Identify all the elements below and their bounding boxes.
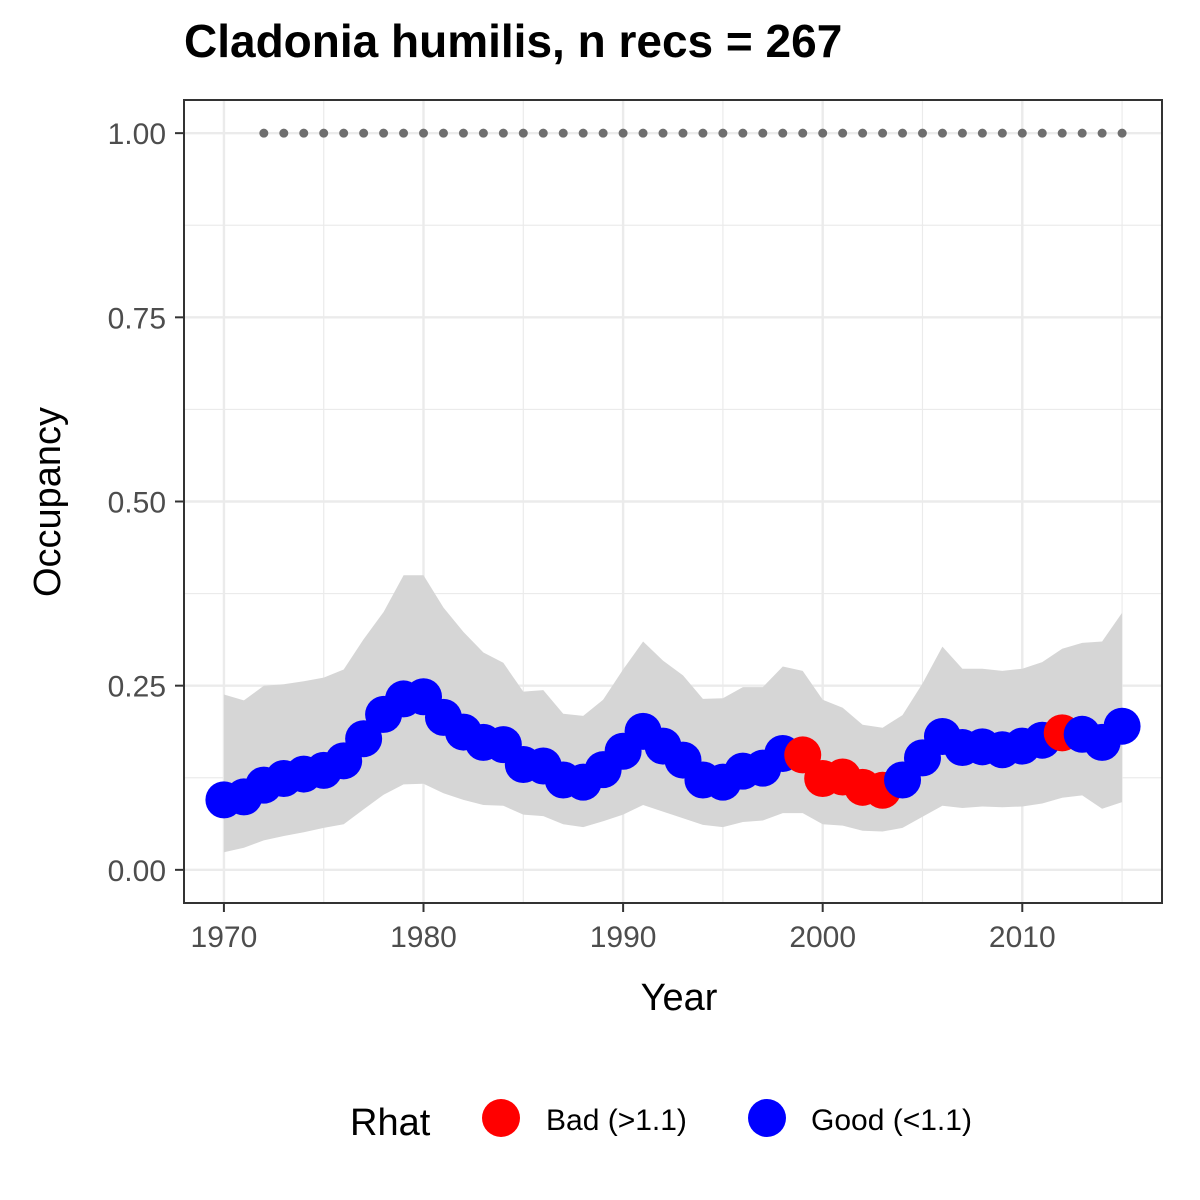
record-year-dot — [1037, 128, 1047, 138]
record-year-dot — [878, 128, 888, 138]
legend: Rhat Bad (>1.1) Good (<1.1) — [350, 1099, 972, 1144]
legend-label-good: Good (<1.1) — [811, 1104, 972, 1137]
x-tick-label: 1980 — [390, 921, 457, 954]
x-tick-label: 1970 — [191, 921, 258, 954]
y-tick-label: 0.25 — [108, 671, 166, 704]
record-year-dot — [678, 128, 688, 138]
occupancy-points — [205, 678, 1141, 819]
occupancy-point-good — [1103, 707, 1141, 745]
record-year-dot — [438, 128, 448, 138]
y-tick-label: 0.75 — [108, 302, 166, 335]
record-year-dot — [279, 128, 289, 138]
x-tick-label: 2000 — [789, 921, 856, 954]
legend-swatch-bad — [482, 1099, 520, 1137]
record-year-dot — [758, 128, 768, 138]
chart-title: Cladonia humilis, n recs = 267 — [184, 15, 843, 67]
record-year-dot — [458, 128, 468, 138]
record-year-dot — [937, 128, 947, 138]
record-year-dot — [259, 128, 269, 138]
record-year-dot — [1017, 128, 1027, 138]
record-year-dot — [898, 128, 908, 138]
y-tick-label: 0.00 — [108, 855, 166, 888]
record-year-dot — [977, 128, 987, 138]
record-year-dot — [538, 128, 548, 138]
record-year-dot — [339, 128, 349, 138]
record-year-dot — [818, 128, 828, 138]
record-year-dot — [698, 128, 708, 138]
y-tick-label: 1.00 — [108, 118, 166, 151]
legend-label-bad: Bad (>1.1) — [546, 1104, 687, 1137]
record-year-dot — [1057, 128, 1067, 138]
record-year-dot — [518, 128, 528, 138]
record-year-dot — [379, 128, 389, 138]
record-year-dot — [798, 128, 808, 138]
y-tick-label: 0.50 — [108, 487, 166, 520]
record-year-dot — [299, 128, 309, 138]
record-year-dot — [399, 128, 409, 138]
record-year-dot — [997, 128, 1007, 138]
record-year-dot — [838, 128, 848, 138]
record-year-dot — [598, 128, 608, 138]
x-axis-title: Year — [641, 977, 718, 1019]
record-year-dot — [1097, 128, 1107, 138]
record-year-dot — [478, 128, 488, 138]
credible-interval-band — [223, 575, 1123, 853]
record-year-dot — [658, 128, 668, 138]
record-year-dot — [858, 128, 868, 138]
record-year-dot — [558, 128, 568, 138]
record-year-dot — [1117, 128, 1127, 138]
x-tick-label: 2010 — [989, 921, 1056, 954]
record-year-dot — [498, 128, 508, 138]
record-year-dot — [957, 128, 967, 138]
x-tick-label: 1990 — [590, 921, 657, 954]
record-years-rug — [259, 128, 1127, 138]
record-year-dot — [638, 128, 648, 138]
record-year-dot — [618, 128, 628, 138]
record-year-dot — [319, 128, 329, 138]
record-year-dot — [419, 128, 429, 138]
legend-swatch-good — [748, 1099, 786, 1137]
axes: 1970 1980 1990 2000 2010 0.00 0.25 0.50 0.75 1.00 — [108, 118, 1056, 954]
credible-interval-ribbon — [223, 575, 1123, 853]
record-year-dot — [917, 128, 927, 138]
record-year-dot — [738, 128, 748, 138]
y-axis-title: Occupancy — [27, 407, 69, 597]
record-year-dot — [718, 128, 728, 138]
record-year-dot — [359, 128, 369, 138]
record-year-dot — [578, 128, 588, 138]
legend-title: Rhat — [350, 1102, 431, 1144]
record-year-dot — [778, 128, 788, 138]
record-year-dot — [1077, 128, 1087, 138]
